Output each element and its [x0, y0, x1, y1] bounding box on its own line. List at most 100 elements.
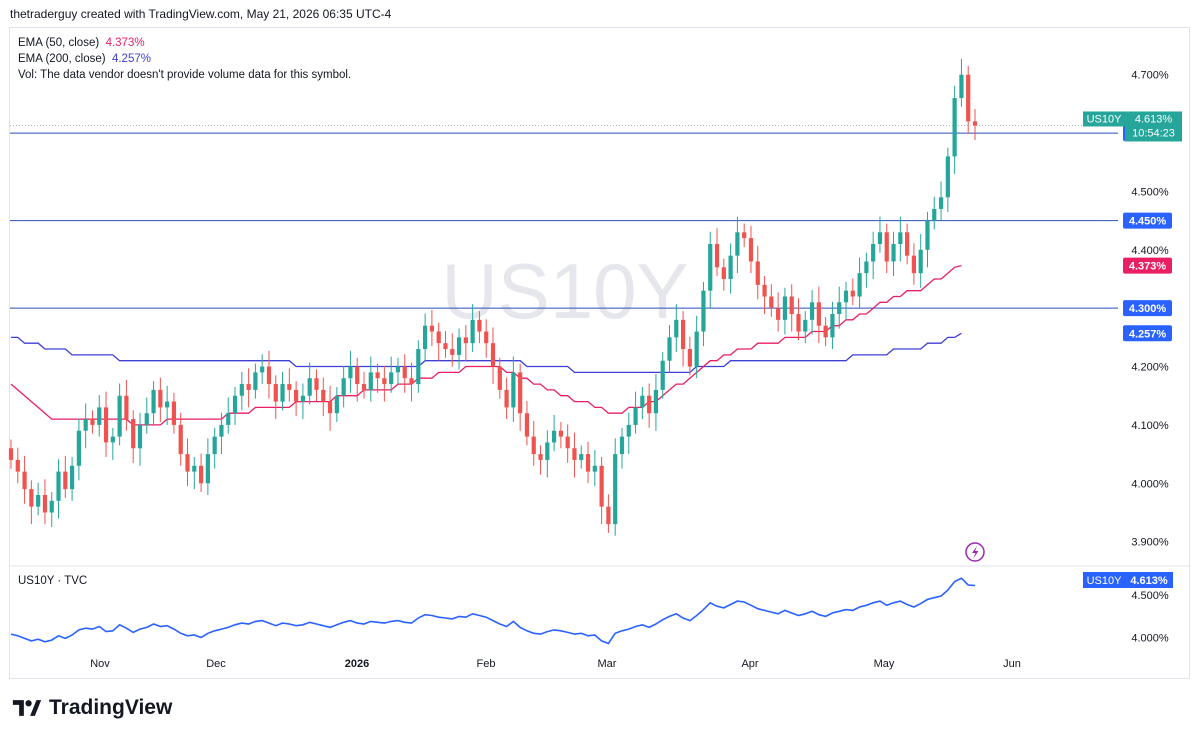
candle	[355, 357, 360, 402]
candle-body	[63, 471, 68, 490]
candle	[945, 147, 950, 212]
candle	[864, 252, 869, 288]
y-tick-label: 3.900%	[1131, 537, 1169, 549]
ema200-legend[interactable]: EMA (200, close) 4.257%	[18, 51, 351, 67]
last-price-label: US10Y 4.613% 10:54:23	[1083, 111, 1182, 142]
candle-body	[97, 407, 102, 425]
candle-body	[375, 372, 380, 379]
candle-body	[938, 197, 944, 209]
candle-body	[687, 349, 692, 367]
candle-body	[803, 319, 808, 332]
candle-body	[585, 454, 591, 472]
candle-body	[110, 436, 115, 443]
candle	[789, 284, 794, 332]
candle	[551, 414, 557, 452]
candle	[117, 383, 122, 446]
candle	[613, 438, 618, 536]
x-tick-label: May	[874, 658, 895, 670]
candle-body	[789, 296, 794, 315]
candle-body	[674, 319, 679, 338]
candle-body	[192, 465, 197, 472]
x-tick-label: Mar	[598, 658, 617, 670]
candle-body	[171, 401, 177, 425]
candle-body	[382, 378, 387, 385]
candle-body	[640, 395, 645, 408]
candle	[558, 421, 563, 449]
candle	[212, 427, 217, 469]
candle	[131, 410, 136, 463]
candle	[416, 340, 421, 393]
candle	[29, 480, 34, 525]
candle-body	[796, 314, 801, 332]
tradingview-logo-icon	[12, 700, 42, 716]
candle	[497, 357, 502, 399]
candle	[260, 354, 265, 385]
candle-body	[341, 378, 346, 396]
candle	[735, 216, 740, 274]
candle	[477, 311, 482, 344]
candle-body	[518, 372, 523, 414]
ema200-line	[11, 332, 962, 374]
candle-body	[667, 337, 672, 361]
candle-body	[29, 489, 34, 507]
candle-body	[952, 98, 957, 157]
candle-body	[395, 366, 401, 373]
candle-body	[782, 296, 788, 320]
candle-body	[891, 243, 896, 262]
candle	[680, 311, 686, 367]
candle	[273, 375, 278, 420]
candle-body	[837, 302, 842, 315]
candle-body	[198, 465, 204, 484]
candle-body	[8, 448, 14, 460]
candle	[606, 494, 611, 533]
candle	[585, 441, 591, 484]
candle	[871, 231, 876, 279]
candle	[667, 325, 672, 373]
candle-body	[239, 384, 244, 396]
candle-body	[647, 395, 652, 414]
candle-body	[429, 325, 435, 332]
candle	[375, 363, 380, 393]
candle	[694, 315, 699, 379]
candle-body	[905, 232, 910, 256]
candle	[205, 438, 210, 495]
candle	[456, 328, 462, 370]
candle	[463, 325, 468, 361]
candle-body	[680, 319, 686, 350]
candle-body	[178, 424, 183, 455]
candle-body	[260, 366, 265, 373]
candle	[504, 377, 509, 420]
candle-body	[300, 395, 306, 402]
candle-body	[816, 302, 821, 326]
candle	[932, 196, 937, 230]
candle-body	[626, 424, 631, 437]
watermark: US10Y	[441, 247, 688, 335]
candle-body	[959, 74, 964, 99]
x-tick-label: Feb	[477, 658, 496, 670]
candle	[823, 316, 828, 347]
candle	[782, 287, 788, 335]
candle-body	[294, 389, 299, 402]
last-price-text: 4.613%	[1135, 113, 1173, 125]
brand-name: TradingView	[49, 696, 173, 719]
candle	[266, 350, 272, 399]
candle-body	[144, 413, 149, 425]
level-label-box	[1123, 212, 1172, 229]
candle	[579, 445, 584, 469]
candle-body	[165, 401, 170, 408]
level-label-text: 4.450%	[1129, 216, 1167, 228]
candle	[809, 290, 815, 335]
candle	[755, 245, 760, 300]
ema50-legend[interactable]: EMA (50, close) 4.373%	[18, 35, 351, 51]
candle-body	[76, 430, 81, 466]
candle-body	[742, 232, 747, 239]
candle	[769, 284, 774, 317]
candle	[837, 286, 842, 329]
sub-pane-line	[10, 577, 976, 645]
candle-body	[735, 232, 740, 256]
candle	[103, 391, 109, 458]
candle	[843, 281, 849, 320]
candle	[137, 412, 143, 466]
ema-label-text: 4.257%	[1129, 328, 1167, 340]
